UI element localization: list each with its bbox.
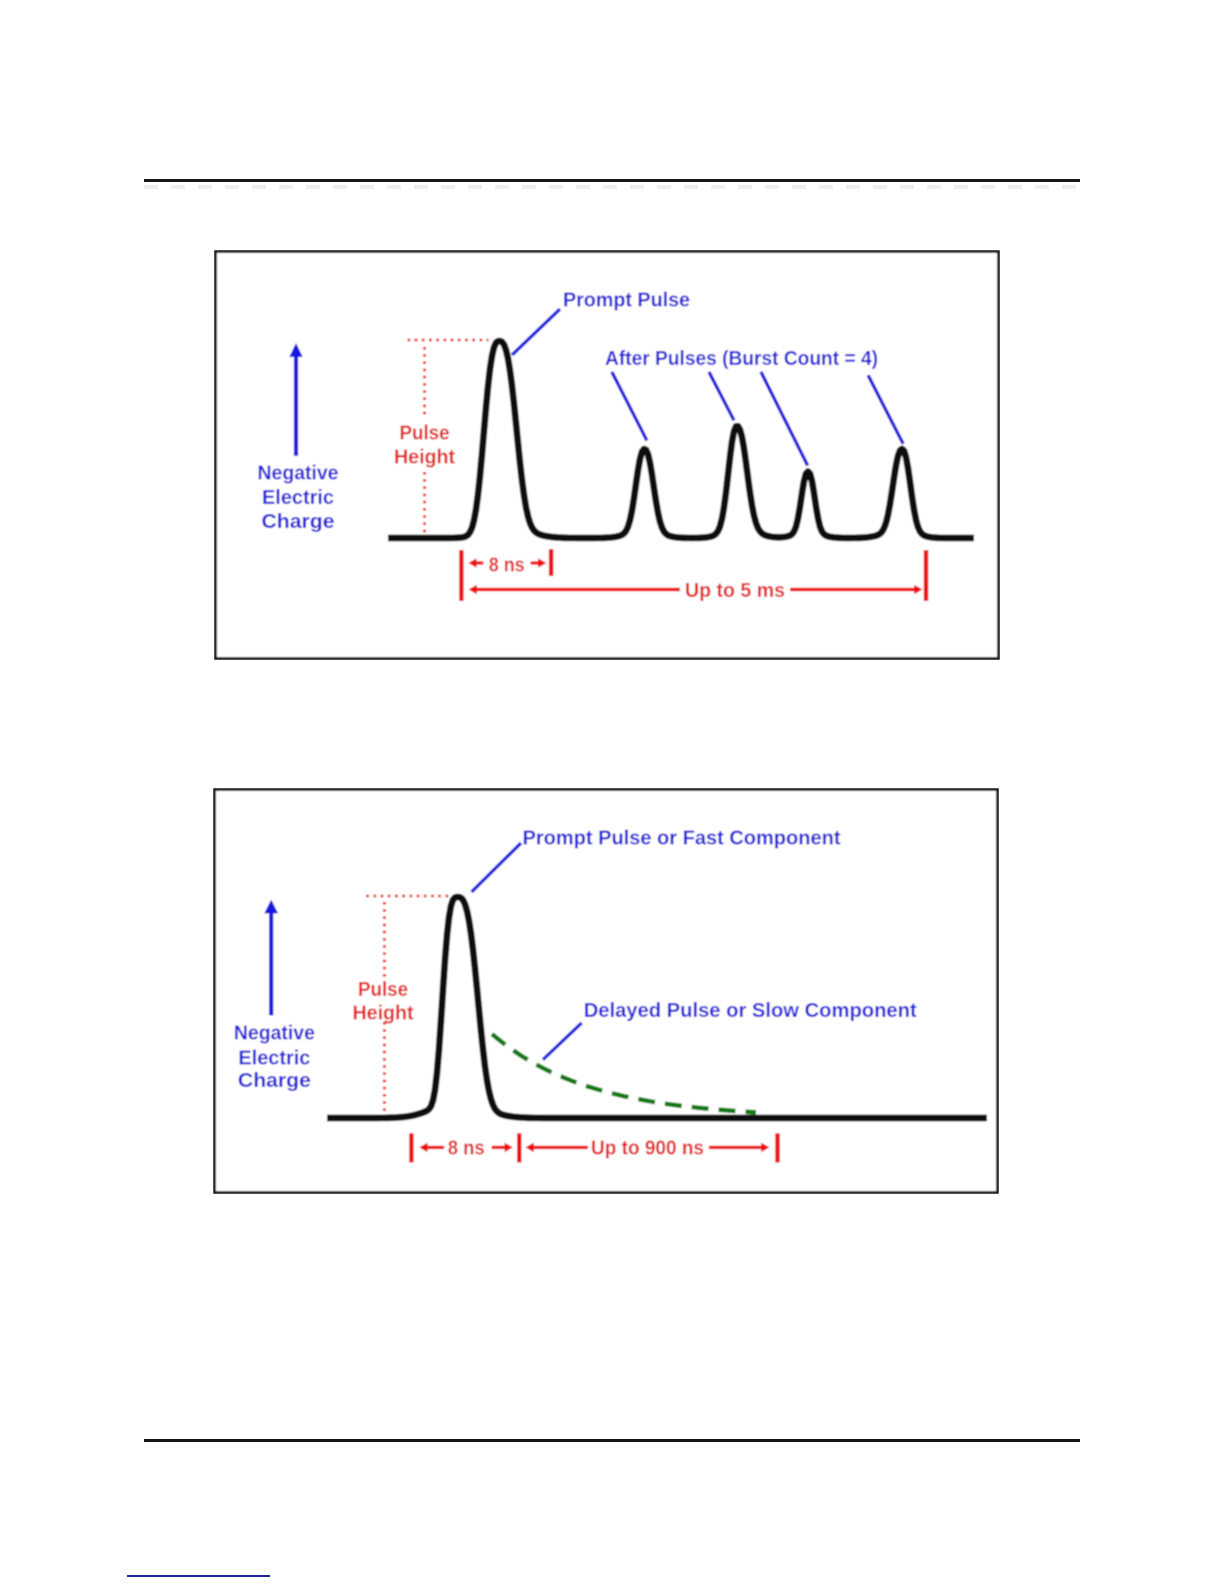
- svg-text:Up to 5 ms: Up to 5 ms: [685, 580, 785, 602]
- svg-text:8 ns: 8 ns: [448, 1138, 485, 1160]
- svg-text:8 ns: 8 ns: [489, 554, 525, 576]
- svg-text:Height: Height: [394, 446, 455, 469]
- svg-text:Prompt Pulse or Fast Component: Prompt Pulse or Fast Component: [523, 827, 841, 850]
- svg-text:Charge: Charge: [238, 1069, 311, 1092]
- svg-text:Electric: Electric: [262, 486, 334, 509]
- svg-text:Height: Height: [353, 1002, 414, 1025]
- svg-text:Delayed Pulse or Slow Componen: Delayed Pulse or Slow Component: [584, 999, 917, 1022]
- svg-text:Prompt Pulse: Prompt Pulse: [563, 289, 690, 312]
- svg-text:Negative: Negative: [258, 462, 339, 485]
- svg-text:Up to 900 ns: Up to 900 ns: [591, 1138, 704, 1160]
- svg-text:Pulse: Pulse: [400, 422, 450, 445]
- svg-text:After Pulses (Burst Count = 4): After Pulses (Burst Count = 4): [605, 347, 878, 370]
- svg-text:Negative: Negative: [234, 1021, 315, 1044]
- svg-text:Electric: Electric: [238, 1046, 310, 1069]
- svg-text:Pulse: Pulse: [358, 978, 408, 1001]
- svg-text:Charge: Charge: [262, 510, 335, 533]
